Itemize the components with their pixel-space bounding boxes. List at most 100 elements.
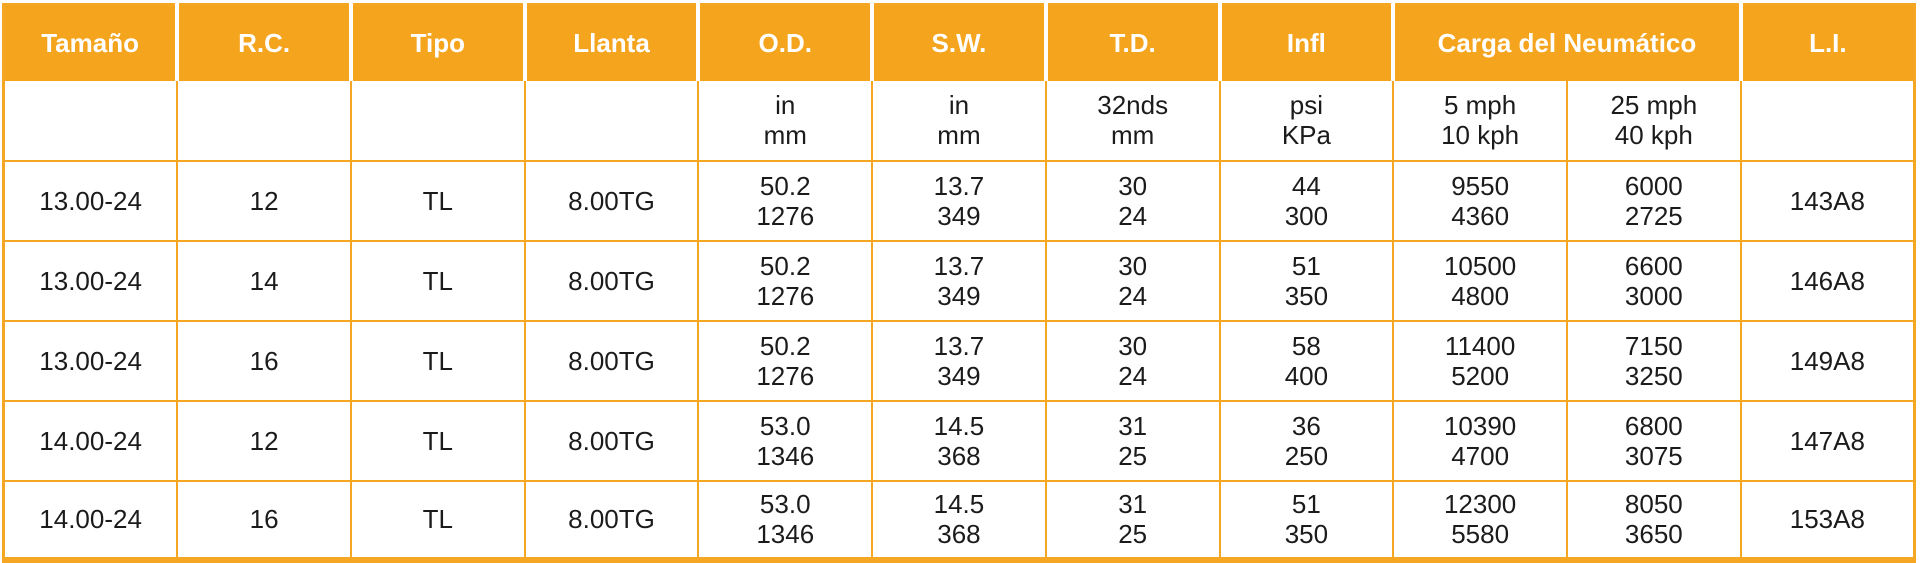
table-cell: 14.00-24	[2, 399, 179, 482]
table-cell: 50.2 1276	[697, 159, 874, 242]
units-line: mm	[937, 120, 981, 150]
table-cell: 10500 4800	[1392, 239, 1568, 322]
table-cell: 147A8	[1739, 399, 1916, 482]
units-line: in	[775, 90, 796, 120]
table-cell: 31 25	[1044, 399, 1221, 482]
cell-line: 7150	[1624, 330, 1683, 361]
table-cell: 8050 3650	[1565, 479, 1742, 562]
cell-line: 8.00TG	[568, 265, 655, 296]
table-cell: 51 350	[1218, 239, 1395, 322]
units-line: 10 kph	[1441, 120, 1520, 150]
cell-line: 24	[1118, 360, 1148, 391]
cell-line: TL	[422, 185, 453, 216]
table-row: 13.00-24 12 TL 8.00TG 50.2 1276 13.7 349 30 24 44 3…	[2, 159, 1916, 242]
header-cell-li: L.I.	[1738, 4, 1915, 81]
table-cell: 13.7 349	[871, 319, 1047, 402]
cell-line: 13.00-24	[39, 265, 142, 296]
cell-line: 349	[937, 200, 981, 231]
cell-line: 6000	[1624, 170, 1683, 201]
cell-line: 147A8	[1789, 425, 1865, 456]
table-cell: 6800 3075	[1565, 399, 1742, 482]
table-cell: 44 300	[1218, 159, 1395, 242]
table-cell: 153A8	[1739, 479, 1916, 562]
header-row: Tamaño R.C. Tipo Llanta O.D. S.W. T.D. I…	[3, 4, 1915, 81]
cell-line: 4360	[1451, 200, 1510, 231]
table-cell: 11400 5200	[1392, 319, 1568, 402]
header-cell-rc: R.C.	[175, 4, 351, 81]
cell-line: 13.7	[933, 170, 985, 201]
units-cell	[2, 80, 179, 162]
cell-line: 58	[1291, 330, 1321, 361]
cell-line: TL	[422, 345, 453, 376]
table-cell: 10390 4700	[1392, 399, 1568, 482]
cell-line: 6600	[1624, 250, 1683, 281]
cell-line: 14.5	[933, 489, 985, 520]
table-cell: 12	[176, 159, 352, 242]
cell-line: 4700	[1451, 440, 1510, 471]
cell-line: 1276	[756, 280, 815, 311]
table-cell: TL	[349, 399, 526, 482]
table-cell: 16	[176, 479, 352, 562]
table-cell: 14.5 368	[871, 399, 1047, 482]
header-cell-infl: Infl	[1217, 4, 1394, 81]
cell-line: 50.2	[759, 170, 811, 201]
cell-line: 1276	[756, 200, 815, 231]
cell-line: 146A8	[1789, 265, 1865, 296]
cell-line: 400	[1284, 360, 1329, 391]
cell-line: 153A8	[1789, 504, 1865, 535]
table-cell: 7150 3250	[1565, 319, 1742, 402]
table-cell: 53.0 1346	[697, 399, 874, 482]
cell-line: 13.7	[933, 330, 985, 361]
cell-line: 5580	[1451, 519, 1510, 550]
cell-line: 14	[249, 265, 279, 296]
table-row: 14.00-24 12 TL 8.00TG 53.0 1346 14.5 368 31 25 36 2…	[2, 399, 1916, 482]
cell-line: 31	[1118, 489, 1148, 520]
cell-line: 30	[1118, 170, 1148, 201]
table-cell: 9550 4360	[1392, 159, 1568, 242]
table-cell: 13.00-24	[2, 159, 179, 242]
cell-line: 12	[249, 185, 279, 216]
cell-line: 53.0	[759, 489, 811, 520]
units-line: in	[948, 90, 970, 120]
units-cell	[523, 80, 700, 162]
cell-line: 300	[1284, 200, 1329, 231]
table-cell: 50.2 1276	[697, 239, 874, 322]
cell-line: 25	[1118, 440, 1148, 471]
cell-line: 149A8	[1789, 345, 1865, 376]
table-row: 13.00-24 16 TL 8.00TG 50.2 1276 13.7 349 30 24 58 4…	[2, 319, 1916, 402]
units-line: 25 mph	[1610, 90, 1698, 120]
cell-line: 14.00-24	[39, 425, 142, 456]
cell-line: 13.00-24	[39, 345, 142, 376]
cell-line: 51	[1291, 250, 1321, 281]
units-cell: in mm	[871, 80, 1047, 162]
cell-line: 30	[1118, 250, 1148, 281]
units-line: 40 kph	[1614, 120, 1693, 150]
cell-line: TL	[422, 504, 453, 535]
units-line: psi	[1289, 90, 1324, 120]
cell-line: 350	[1284, 280, 1329, 311]
cell-line: 3075	[1624, 440, 1683, 471]
units-cell: 5 mph 10 kph	[1392, 80, 1568, 162]
cell-line: 14.00-24	[39, 504, 142, 535]
units-line: KPa	[1281, 120, 1331, 150]
cell-line: 1346	[756, 519, 815, 550]
cell-line: 3650	[1624, 519, 1683, 550]
table-cell: 36 250	[1218, 399, 1395, 482]
cell-line: 13.7	[933, 250, 985, 281]
cell-line: 350	[1284, 519, 1329, 550]
table-cell: 16	[176, 319, 352, 402]
table-row: 13.00-24 14 TL 8.00TG 50.2 1276 13.7 349 30 24 51 3…	[2, 239, 1916, 322]
table-cell: 6600 3000	[1565, 239, 1742, 322]
cell-line: 44	[1291, 170, 1321, 201]
cell-line: 16	[249, 504, 279, 535]
cell-line: 250	[1284, 440, 1329, 471]
cell-line: 8.00TG	[568, 504, 655, 535]
cell-line: 8050	[1624, 489, 1683, 520]
units-cell: 25 mph 40 kph	[1565, 80, 1742, 162]
table-cell: 143A8	[1739, 159, 1916, 242]
cell-line: 50.2	[759, 250, 811, 281]
table-cell: 8.00TG	[523, 239, 700, 322]
units-cell: 32nds mm	[1044, 80, 1221, 162]
table-cell: 30 24	[1044, 319, 1221, 402]
